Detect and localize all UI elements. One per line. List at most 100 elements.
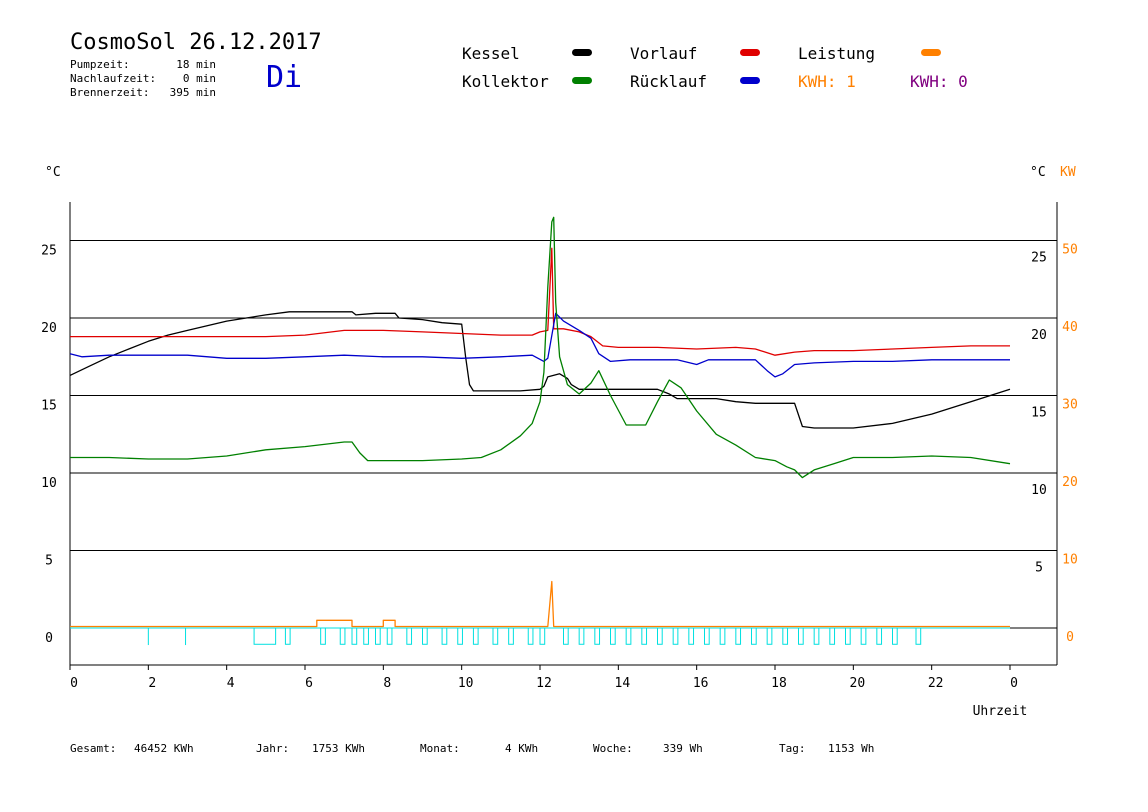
pump-pulse bbox=[782, 627, 789, 645]
legend-leistung-swatch bbox=[921, 49, 941, 56]
x-tick-label: 4 bbox=[227, 676, 235, 691]
pump-pulse bbox=[527, 627, 534, 645]
footer-tag-value: 1153 Wh bbox=[828, 742, 875, 755]
pumpzeit-label: Pumpzeit: bbox=[70, 58, 130, 71]
y-tick-right-kw: 0 bbox=[1066, 630, 1074, 645]
series-ruecklauf bbox=[69, 312, 1010, 378]
y-unit-left: °C bbox=[45, 165, 61, 180]
x-tick-label: 16 bbox=[693, 676, 709, 691]
footer-gesamt-value: 46452 KWh bbox=[134, 742, 194, 755]
y-unit-right-c: °C bbox=[1030, 165, 1046, 180]
pump-pulse bbox=[578, 627, 585, 645]
x-axis-label: Uhrzeit bbox=[973, 704, 1028, 719]
y-tick-left: 0 bbox=[45, 631, 53, 646]
footer-jahr-label: Jahr: bbox=[256, 742, 290, 755]
legend-vorlauf-swatch bbox=[740, 49, 760, 56]
nachlaufzeit-label: Nachlaufzeit: bbox=[70, 72, 157, 85]
y-tick-left: 25 bbox=[41, 244, 57, 259]
footer-woche-value: 339 Wh bbox=[663, 742, 703, 755]
pump-pulse bbox=[704, 627, 710, 645]
pump-pulse bbox=[688, 627, 695, 645]
y-tick-right-c: 5 bbox=[1035, 561, 1043, 576]
pump-pulse bbox=[386, 627, 393, 645]
pump-pulse bbox=[406, 627, 413, 645]
legend-kwh2: KWH: 0 bbox=[910, 72, 968, 91]
pump-pulse bbox=[641, 627, 648, 645]
x-tick-label: 2 bbox=[148, 676, 156, 691]
y-tick-right-kw: 10 bbox=[1062, 553, 1078, 568]
pump-pulse bbox=[766, 627, 773, 645]
legend-kollektor-swatch bbox=[572, 77, 592, 84]
pump-pulse bbox=[284, 627, 291, 645]
weekday: Di bbox=[266, 60, 303, 95]
pump-pulse bbox=[735, 627, 742, 645]
y-tick-left: 15 bbox=[41, 399, 57, 414]
pump-pulse bbox=[594, 627, 601, 645]
legend-ruecklauf: Rücklauf bbox=[630, 72, 708, 91]
pump-pulse bbox=[657, 627, 663, 645]
pump-pulse bbox=[563, 627, 569, 645]
nachlaufzeit-value: 0 min bbox=[182, 72, 216, 85]
pump-pulse bbox=[892, 627, 898, 645]
pump-pulse bbox=[672, 627, 679, 645]
series-kessel bbox=[69, 311, 1011, 429]
y-tick-right-c: 20 bbox=[1031, 328, 1047, 343]
series-leistung bbox=[70, 580, 1010, 628]
legend-vorlauf: Vorlauf bbox=[630, 44, 698, 63]
chart-title: CosmoSol 26.12.2017 bbox=[70, 30, 322, 55]
y-tick-left: 20 bbox=[41, 321, 57, 336]
footer-monat-value: 4 KWh bbox=[505, 742, 539, 755]
x-tick-label: 12 bbox=[536, 676, 552, 691]
series-vorlauf bbox=[70, 247, 1010, 356]
pump-pulse bbox=[508, 627, 514, 645]
legend-kwh1: KWH: 1 bbox=[798, 72, 856, 91]
y-tick-right-kw: 30 bbox=[1062, 398, 1078, 413]
pump-pulse bbox=[860, 627, 867, 645]
pumpzeit-value: 18 min bbox=[176, 58, 216, 71]
footer-monat-label: Monat: bbox=[420, 742, 460, 755]
y-tick-left: 5 bbox=[45, 554, 53, 569]
pump-pulse bbox=[351, 627, 358, 645]
pump-pulse bbox=[492, 627, 499, 645]
pump-pulse bbox=[339, 627, 346, 645]
pump-pulse bbox=[422, 627, 428, 645]
pump-pulse bbox=[845, 627, 851, 645]
brennerzeit-label: Brennerzeit: bbox=[70, 86, 150, 99]
x-tick-label: 10 bbox=[458, 676, 474, 691]
pump-pulse bbox=[457, 627, 463, 645]
pump-pulse bbox=[719, 627, 726, 645]
x-tick-label: 20 bbox=[850, 676, 866, 691]
y-tick-right-kw: 50 bbox=[1062, 243, 1078, 258]
pump-pulse bbox=[375, 627, 381, 645]
pump-pulse bbox=[625, 627, 632, 645]
x-tick-label: 8 bbox=[383, 676, 391, 691]
legend-kessel-swatch bbox=[572, 49, 592, 56]
y-tick-left: 10 bbox=[41, 476, 57, 491]
footer-woche-label: Woche: bbox=[593, 742, 633, 755]
pump-pulse bbox=[320, 627, 326, 645]
footer-gesamt-label: Gesamt: bbox=[70, 742, 117, 755]
x-tick-label: 0 bbox=[70, 676, 78, 691]
footer-tag-label: Tag: bbox=[779, 742, 806, 755]
pump-pulse bbox=[253, 627, 277, 645]
pump-pulse bbox=[539, 627, 546, 645]
pump-indicator bbox=[70, 627, 1010, 646]
pump-pulse bbox=[829, 627, 836, 645]
pump-pulse bbox=[751, 627, 757, 645]
pump-pulse bbox=[610, 627, 616, 645]
pump-pulse bbox=[813, 627, 820, 645]
legend-leistung: Leistung bbox=[798, 44, 876, 63]
legend-kessel: Kessel bbox=[462, 44, 520, 63]
pump-pulse bbox=[441, 627, 448, 645]
pump-pulse bbox=[363, 627, 369, 645]
pump-pulse bbox=[798, 627, 804, 645]
pump-pulse bbox=[915, 627, 922, 645]
y-unit-right-kw: KW bbox=[1060, 165, 1076, 180]
x-tick-label: 14 bbox=[615, 676, 631, 691]
y-tick-right-c: 15 bbox=[1031, 406, 1047, 421]
legend-ruecklauf-swatch bbox=[740, 77, 760, 84]
x-tick-label: 0 bbox=[1010, 676, 1018, 691]
y-tick-right-c: 10 bbox=[1031, 483, 1047, 498]
x-tick-label: 18 bbox=[771, 676, 787, 691]
